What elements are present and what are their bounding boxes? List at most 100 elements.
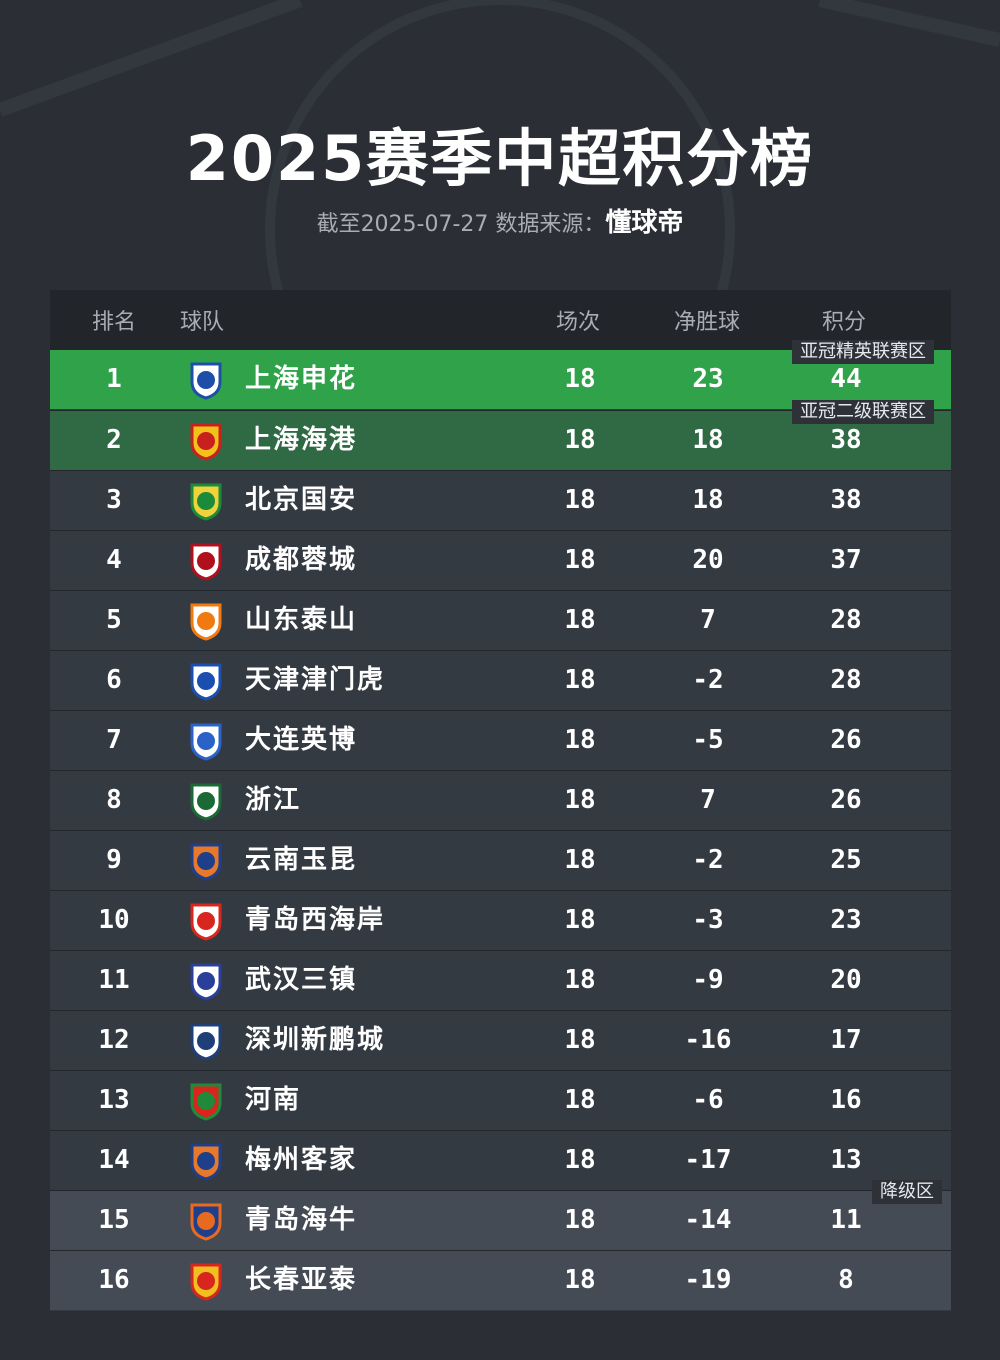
goal-diff-cell: -9 bbox=[692, 965, 724, 995]
goal-diff-cell: 23 bbox=[692, 364, 724, 394]
rank-cell: 7 bbox=[106, 725, 122, 755]
points-cell: 23 bbox=[830, 905, 862, 935]
points-cell: 16 bbox=[830, 1085, 862, 1115]
henan-crest-icon bbox=[190, 1083, 222, 1121]
rank-cell: 12 bbox=[98, 1025, 130, 1055]
points-cell: 37 bbox=[830, 545, 862, 575]
rank-cell: 8 bbox=[106, 785, 122, 815]
rank-cell: 4 bbox=[106, 545, 122, 575]
table-row: 15 青岛海牛 18 -14 11 bbox=[50, 1190, 951, 1250]
yatai-crest-icon bbox=[190, 1263, 222, 1301]
data-date-source: 截至2025-07-27 数据来源： bbox=[316, 212, 606, 237]
hainiu-crest-icon bbox=[190, 1203, 222, 1241]
zhejiang-crest-icon bbox=[190, 783, 222, 821]
table-row: 12 深圳新鹏城 18 -16 17 bbox=[50, 1010, 951, 1070]
kejia-crest-icon bbox=[190, 1143, 222, 1181]
guoan-crest-icon bbox=[190, 483, 222, 521]
goal-diff-cell: 7 bbox=[700, 605, 716, 635]
page-subtitle: 截至2025-07-27 数据来源：懂球帝 bbox=[0, 202, 1000, 239]
points-cell: 26 bbox=[830, 725, 862, 755]
taishan-crest-icon bbox=[190, 603, 222, 641]
team-name: 梅州客家 bbox=[245, 1145, 358, 1175]
table-row: 8 浙江 18 7 26 bbox=[50, 770, 951, 830]
rank-cell: 9 bbox=[106, 845, 122, 875]
played-cell: 18 bbox=[564, 905, 596, 935]
played-cell: 18 bbox=[564, 1265, 596, 1295]
table-row: 5 山东泰山 18 7 28 bbox=[50, 590, 951, 650]
rank-cell: 3 bbox=[106, 485, 122, 515]
xihaian-crest-icon bbox=[190, 903, 222, 941]
team-name: 青岛西海岸 bbox=[245, 905, 386, 935]
played-cell: 18 bbox=[564, 1085, 596, 1115]
page-title: 2025赛季中超积分榜 bbox=[185, 122, 815, 195]
goal-diff-cell: -6 bbox=[692, 1085, 724, 1115]
table-row: 10 青岛西海岸 18 -3 23 bbox=[50, 890, 951, 950]
rank-cell: 16 bbox=[98, 1265, 130, 1295]
table-row: 3 北京国安 18 18 38 bbox=[50, 470, 951, 530]
rank-cell: 14 bbox=[98, 1145, 130, 1175]
played-cell: 18 bbox=[564, 605, 596, 635]
haigang-crest-icon bbox=[190, 423, 222, 461]
col-rank: 排名 bbox=[92, 310, 137, 335]
rank-cell: 11 bbox=[98, 965, 130, 995]
yukun-crest-icon bbox=[190, 843, 222, 881]
played-cell: 18 bbox=[564, 665, 596, 695]
goal-diff-cell: -5 bbox=[692, 725, 724, 755]
team-name: 大连英博 bbox=[245, 725, 358, 755]
yingbo-crest-icon bbox=[190, 723, 222, 761]
played-cell: 18 bbox=[564, 425, 596, 455]
xinpengcheng-crest-icon bbox=[190, 1023, 222, 1061]
played-cell: 18 bbox=[564, 1205, 596, 1235]
table-row: 6 天津津门虎 18 -2 28 bbox=[50, 650, 951, 710]
table-row: 9 云南玉昆 18 -2 25 bbox=[50, 830, 951, 890]
col-team: 球队 bbox=[180, 310, 225, 335]
rank-cell: 6 bbox=[106, 665, 122, 695]
played-cell: 18 bbox=[564, 1025, 596, 1055]
team-name: 天津津门虎 bbox=[245, 665, 386, 695]
goal-diff-cell: -19 bbox=[684, 1265, 732, 1295]
rongcheng-crest-icon bbox=[190, 543, 222, 581]
team-name: 深圳新鹏城 bbox=[245, 1025, 386, 1055]
goal-diff-cell: 7 bbox=[700, 785, 716, 815]
col-goal-diff: 净胜球 bbox=[674, 310, 741, 335]
source-brand: 懂球帝 bbox=[605, 208, 684, 238]
team-name: 上海申花 bbox=[245, 364, 358, 394]
rank-cell: 1 bbox=[106, 364, 122, 394]
goal-diff-cell: 18 bbox=[692, 425, 724, 455]
played-cell: 18 bbox=[564, 845, 596, 875]
rank-cell: 15 bbox=[98, 1205, 130, 1235]
team-name: 成都蓉城 bbox=[245, 545, 358, 575]
table-row: 4 成都蓉城 18 20 37 bbox=[50, 530, 951, 590]
zone-label-acl-elite: 亚冠精英联赛区 bbox=[792, 340, 934, 364]
col-played: 场次 bbox=[556, 310, 601, 335]
goal-diff-cell: 20 bbox=[692, 545, 724, 575]
points-cell: 13 bbox=[830, 1145, 862, 1175]
table-row: 14 梅州客家 18 -17 13 bbox=[50, 1130, 951, 1190]
team-name: 山东泰山 bbox=[245, 605, 358, 635]
goal-diff-cell: -14 bbox=[684, 1205, 732, 1235]
zone-label-acl-two: 亚冠二级联赛区 bbox=[792, 400, 934, 424]
team-name: 云南玉昆 bbox=[245, 845, 358, 875]
table-row: 13 河南 18 -6 16 bbox=[50, 1070, 951, 1130]
goal-diff-cell: -3 bbox=[692, 905, 724, 935]
table-row: 16 长春亚泰 18 -19 8 bbox=[50, 1250, 951, 1310]
points-cell: 28 bbox=[830, 665, 862, 695]
points-cell: 20 bbox=[830, 965, 862, 995]
rank-cell: 13 bbox=[98, 1085, 130, 1115]
points-cell: 44 bbox=[830, 364, 862, 394]
team-name: 北京国安 bbox=[245, 485, 358, 515]
team-name: 青岛海牛 bbox=[245, 1205, 358, 1235]
played-cell: 18 bbox=[564, 965, 596, 995]
played-cell: 18 bbox=[564, 785, 596, 815]
shenhua-crest-icon bbox=[190, 362, 222, 400]
rank-cell: 5 bbox=[106, 605, 122, 635]
played-cell: 18 bbox=[564, 545, 596, 575]
played-cell: 18 bbox=[564, 725, 596, 755]
table-row: 11 武汉三镇 18 -9 20 bbox=[50, 950, 951, 1010]
played-cell: 18 bbox=[564, 485, 596, 515]
col-points: 积分 bbox=[822, 310, 867, 335]
goal-diff-cell: -16 bbox=[684, 1025, 732, 1055]
points-cell: 8 bbox=[838, 1265, 854, 1295]
goal-diff-cell: -17 bbox=[684, 1145, 732, 1175]
team-name: 浙江 bbox=[245, 785, 302, 815]
